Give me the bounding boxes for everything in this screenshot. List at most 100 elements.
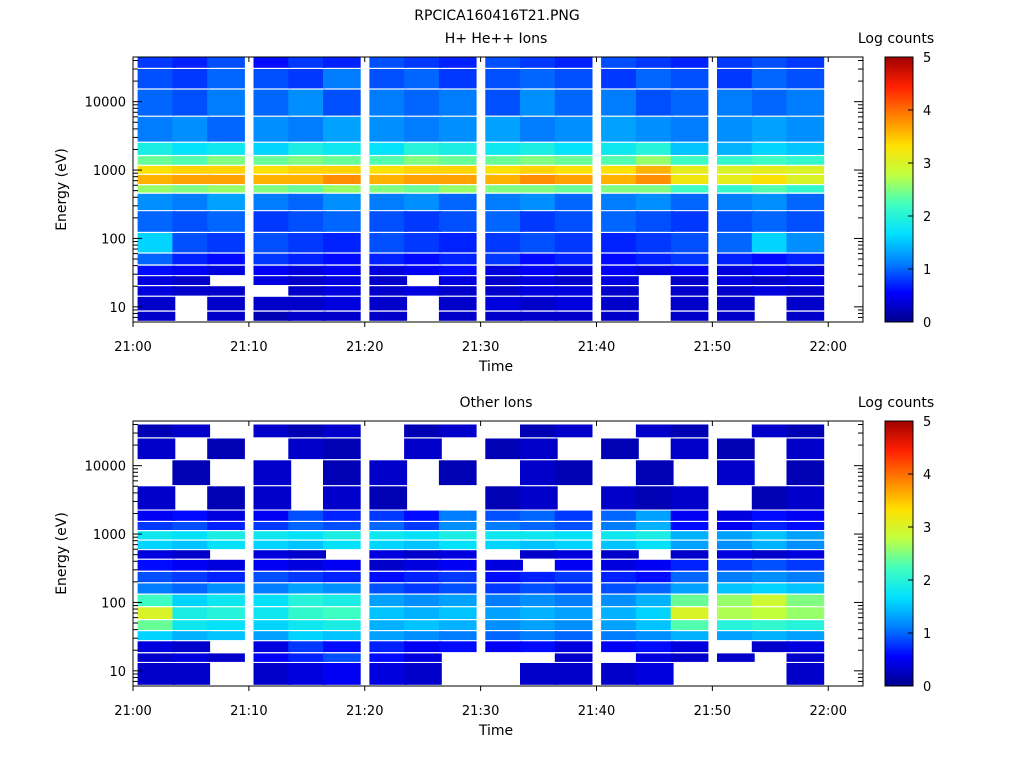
p1-cell-16-13 — [635, 641, 674, 653]
p1-cell-0-5 — [323, 424, 361, 438]
p1-cell-12-1 — [172, 594, 211, 607]
p0-cell-16-4 — [288, 296, 326, 311]
p1-cell-4-2 — [207, 510, 245, 521]
p0-cell-12-2 — [207, 253, 245, 265]
p1-cell-7-15 — [717, 540, 755, 550]
p1-cell-16-8 — [438, 641, 477, 653]
p0-cell-13-0 — [137, 265, 176, 276]
p1-cell-14-12 — [601, 620, 639, 630]
p0-cell-14-5 — [323, 276, 361, 285]
p0-cell-2-5 — [323, 89, 361, 116]
p0-cell-1-7 — [404, 69, 442, 89]
p1-cell-4-14 — [670, 510, 709, 521]
p0-cell-11-11 — [554, 233, 593, 253]
p0-cell-2-14 — [670, 89, 709, 116]
p1-cell-6-2 — [207, 531, 245, 540]
p1-cb-tick-label-0: 0 — [923, 680, 931, 695]
p1-cell-4-4 — [288, 510, 326, 521]
p1-cell-9-6 — [369, 559, 408, 571]
p1-cell-3-3 — [253, 486, 292, 510]
p1-cell-17-3 — [253, 653, 292, 662]
p1-cell-12-14 — [670, 594, 709, 607]
p0-cell-2-7 — [404, 89, 442, 116]
p0-cell-3-17 — [786, 116, 825, 142]
p1-cell-1-5 — [323, 438, 361, 460]
p1-cell-9-5 — [323, 559, 361, 571]
p1-cell-18-5 — [323, 663, 361, 685]
p0-cell-12-13 — [635, 253, 674, 265]
p0-cell-11-12 — [601, 233, 639, 253]
p1-cell-5-9 — [485, 522, 523, 530]
p0-cell-7-10 — [520, 174, 558, 184]
p1-cell-18-13 — [635, 663, 674, 685]
p1-cell-14-0 — [137, 620, 176, 630]
p1-cell-13-2 — [207, 607, 245, 619]
p1-cell-14-17 — [786, 620, 825, 630]
p1-cell-6-14 — [670, 531, 709, 540]
p1-cell-12-8 — [438, 594, 477, 607]
p1-cell-10-13 — [635, 571, 674, 583]
p0-cell-2-6 — [369, 89, 408, 116]
p0-cell-8-0 — [137, 185, 176, 193]
p1-cell-4-6 — [369, 510, 408, 521]
p1-cell-18-17 — [786, 663, 825, 685]
p0-cell-13-13 — [635, 265, 674, 276]
p1-cell-5-16 — [751, 522, 790, 530]
p1-cell-9-13 — [635, 559, 674, 571]
p0-cell-9-11 — [554, 193, 593, 211]
p1-cell-8-1 — [172, 550, 211, 559]
p0-cell-6-1 — [172, 165, 211, 174]
p0-cell-7-3 — [253, 174, 292, 184]
p0-cell-10-10 — [520, 211, 558, 232]
p1-cell-10-2 — [207, 571, 245, 583]
p0-xtick-label-1: 21:10 — [230, 340, 267, 355]
p1-cb-tick-label-1: 1 — [923, 627, 931, 642]
p1-cell-16-4 — [288, 641, 326, 653]
p1-cell-13-16 — [751, 607, 790, 619]
p0-cell-5-9 — [485, 156, 523, 165]
p0-cell-12-15 — [717, 253, 755, 265]
p0-cell-0-14 — [670, 57, 709, 68]
p0-cell-0-4 — [288, 57, 326, 68]
p1-cell-0-16 — [751, 424, 790, 438]
p0-cell-0-13 — [635, 57, 674, 68]
p0-cell-14-16 — [751, 276, 790, 285]
p0-cell-0-8 — [438, 57, 477, 68]
p0-cell-15-15 — [717, 286, 755, 296]
p1-cell-6-7 — [404, 531, 442, 540]
p1-cell-13-8 — [438, 607, 477, 619]
p0-cell-7-8 — [438, 174, 477, 184]
p1-cell-5-5 — [323, 522, 361, 530]
p0-cell-13-1 — [172, 265, 211, 276]
p0-cell-1-2 — [207, 69, 245, 89]
p1-cell-6-5 — [323, 531, 361, 540]
p0-cell-7-1 — [172, 174, 211, 184]
p0-cell-12-6 — [369, 253, 408, 265]
p0-cell-17-11 — [554, 311, 593, 321]
p0-cell-13-12 — [601, 265, 639, 276]
p1-cell-7-13 — [635, 540, 674, 550]
p1-cell-13-11 — [554, 607, 593, 619]
p1-cell-2-1 — [172, 460, 211, 486]
p0-cell-14-1 — [172, 276, 211, 285]
p0-cell-10-11 — [554, 211, 593, 232]
p0-cell-9-4 — [288, 193, 326, 211]
p0-cell-5-1 — [172, 156, 211, 165]
p0-cell-10-0 — [137, 211, 176, 232]
p1-cell-16-5 — [323, 641, 361, 653]
p1-cell-10-1 — [172, 571, 211, 583]
p1-cell-1-15 — [717, 438, 755, 460]
p0-cell-7-11 — [554, 174, 593, 184]
p1-cell-6-10 — [520, 531, 558, 540]
p1-title: Other Ions — [459, 395, 532, 411]
p0-cell-7-5 — [323, 174, 361, 184]
p0-cell-2-16 — [751, 89, 790, 116]
p0-cell-2-10 — [520, 89, 558, 116]
p1-cell-12-6 — [369, 594, 408, 607]
p1-cell-9-17 — [786, 559, 825, 571]
p1-cell-4-13 — [635, 510, 674, 521]
p0-cell-8-7 — [404, 185, 442, 193]
p1-cb-tick-label-2: 2 — [923, 574, 931, 589]
p1-cell-18-4 — [288, 663, 326, 685]
p0-cell-3-11 — [554, 116, 593, 142]
